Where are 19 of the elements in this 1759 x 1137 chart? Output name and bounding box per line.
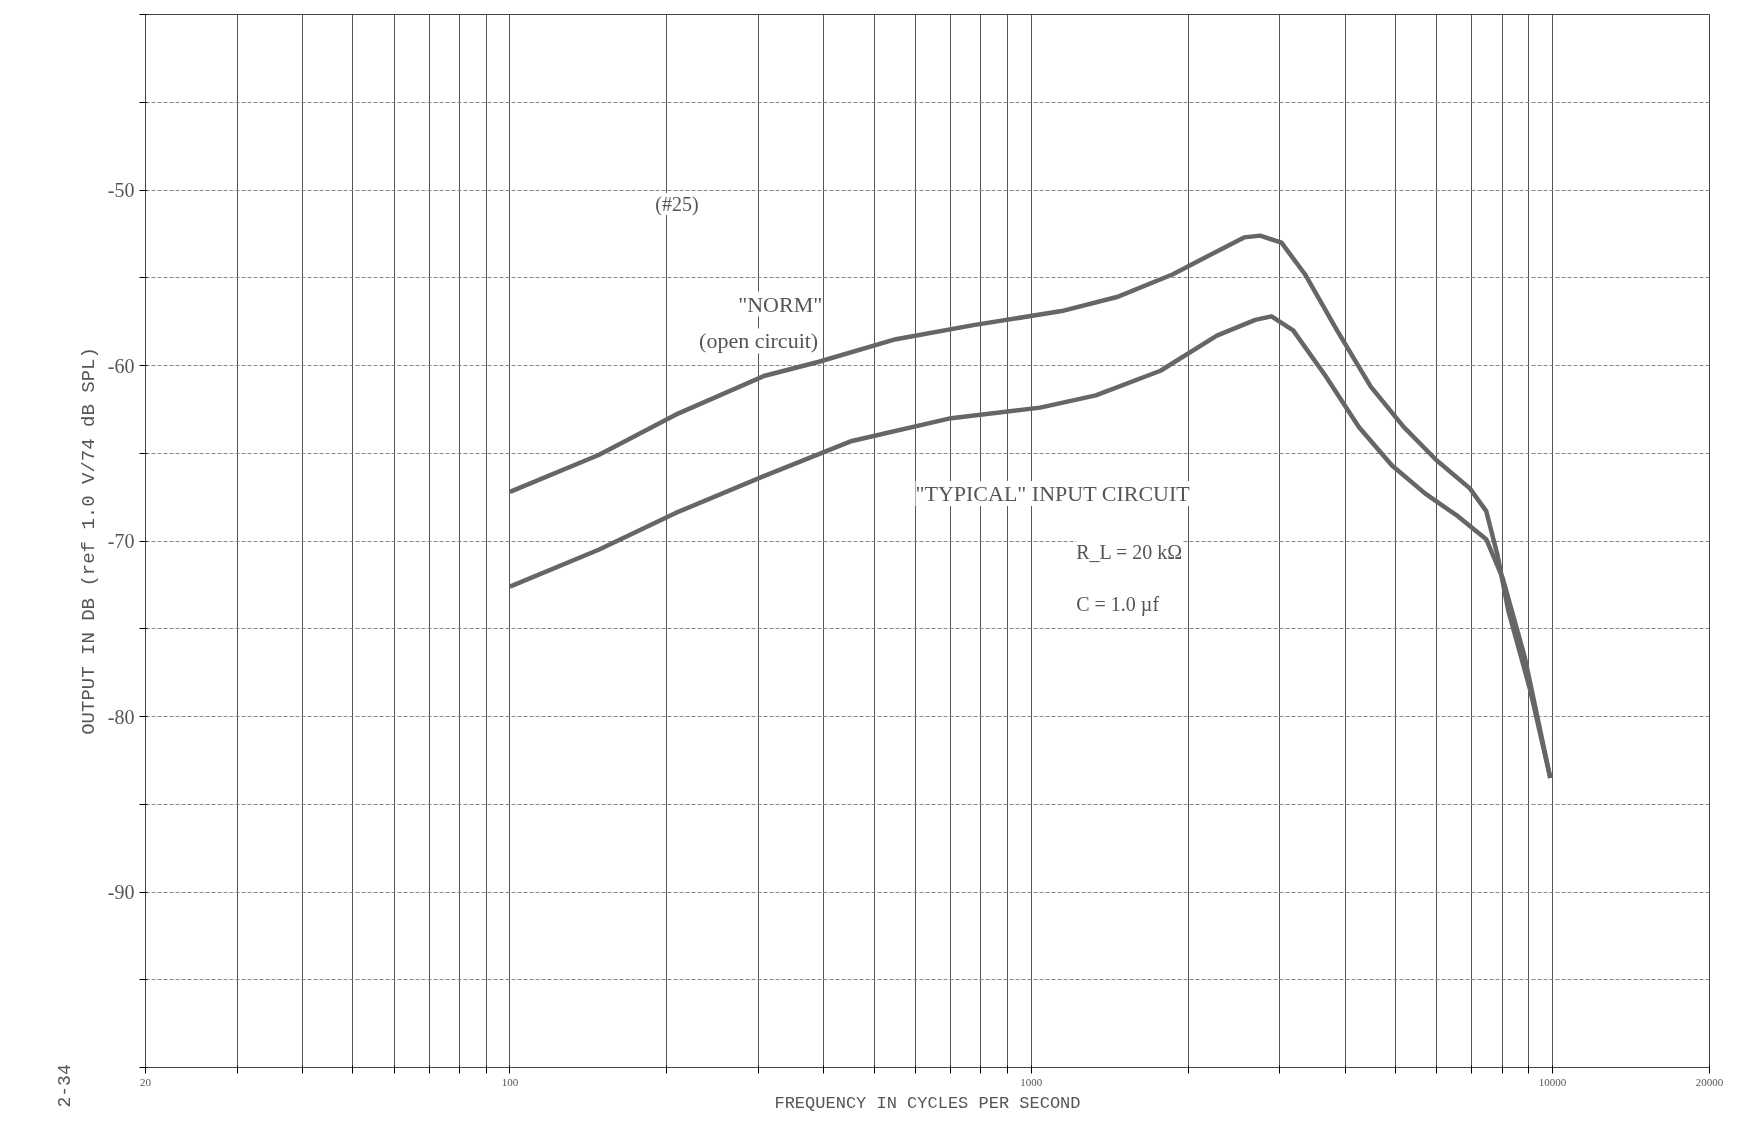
- x-tick-label: 20: [140, 1075, 152, 1088]
- annotation: R_L = 20 kΩ: [1076, 540, 1183, 563]
- y-tick-label: -60: [107, 354, 135, 377]
- y-axis-title: OUTPUT IN DB (ref 1.0 V/74 dB SPL): [77, 347, 100, 735]
- y-tick-label: -90: [107, 881, 135, 903]
- y-tick-label: -80: [107, 705, 135, 728]
- x-tick-label: 100: [501, 1075, 519, 1088]
- annotation: (open circuit): [699, 328, 819, 354]
- annotation: C = 1.0 µf: [1076, 593, 1160, 617]
- y-tick-label: -70: [107, 530, 135, 552]
- annotation: "NORM": [738, 291, 823, 317]
- annotation: (#25): [655, 193, 699, 217]
- y-tick-label: -50: [107, 179, 135, 201]
- x-tick-label: 10000: [1538, 1075, 1567, 1088]
- x-tick-label: 1000: [1020, 1075, 1043, 1088]
- text: 2-34: [54, 1064, 75, 1108]
- x-axis-title: FREQUENCY IN CYCLES PER SECOND: [774, 1093, 1081, 1113]
- x-tick-label: 20000: [1695, 1075, 1724, 1088]
- annotation: "TYPICAL" INPUT CIRCUIT: [915, 481, 1191, 507]
